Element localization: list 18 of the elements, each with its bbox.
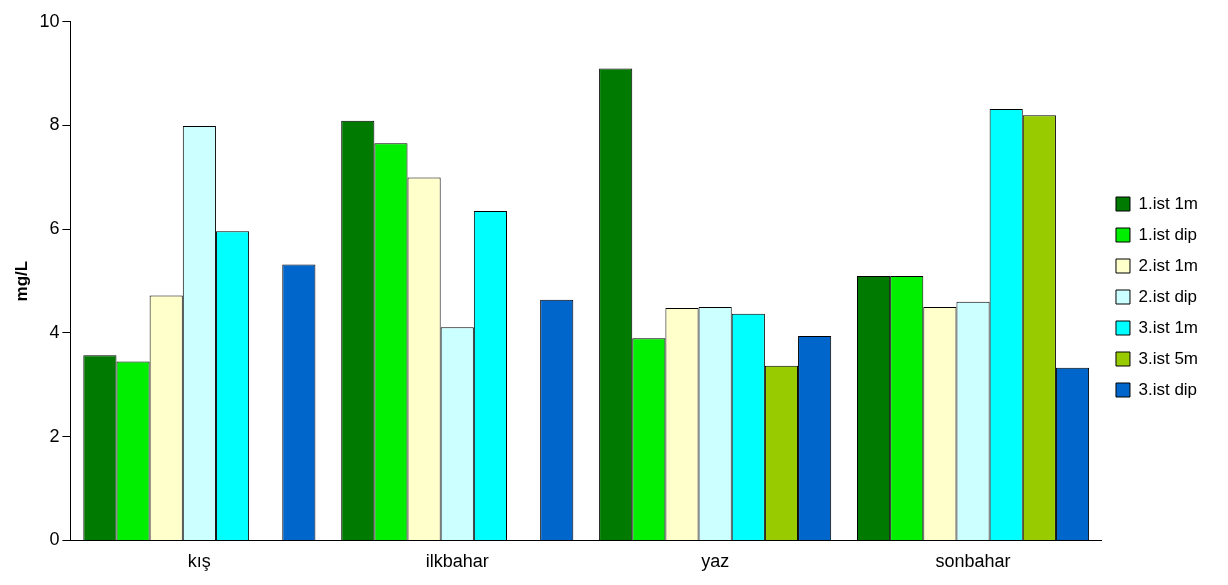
legend-label: 1.ist 1m [1138,193,1199,213]
y-tick-label: 2 [49,425,60,446]
y-axis-title: mg/L [11,260,31,302]
x-tick-label: yaz [701,551,730,572]
y-tick-label: 4 [49,321,60,342]
legend-label: 2.ist 1m [1138,255,1199,275]
x-tick-label: kış [187,551,211,572]
y-tick-label: 8 [49,114,60,135]
legend-label: 1.ist dip [1138,224,1198,244]
legend-label: 3.ist dip [1138,379,1198,399]
legend-label: 2.ist dip [1138,286,1198,306]
x-tick-label: ilkbahar [425,551,489,572]
x-tick-label: sonbahar [935,551,1011,572]
y-tick-label: 10 [39,10,60,31]
y-tick-label: 0 [49,529,60,550]
y-tick-label: 6 [49,218,60,239]
legend-label: 3.ist 5m [1138,348,1199,368]
legend-label: 3.ist 1m [1138,317,1199,337]
